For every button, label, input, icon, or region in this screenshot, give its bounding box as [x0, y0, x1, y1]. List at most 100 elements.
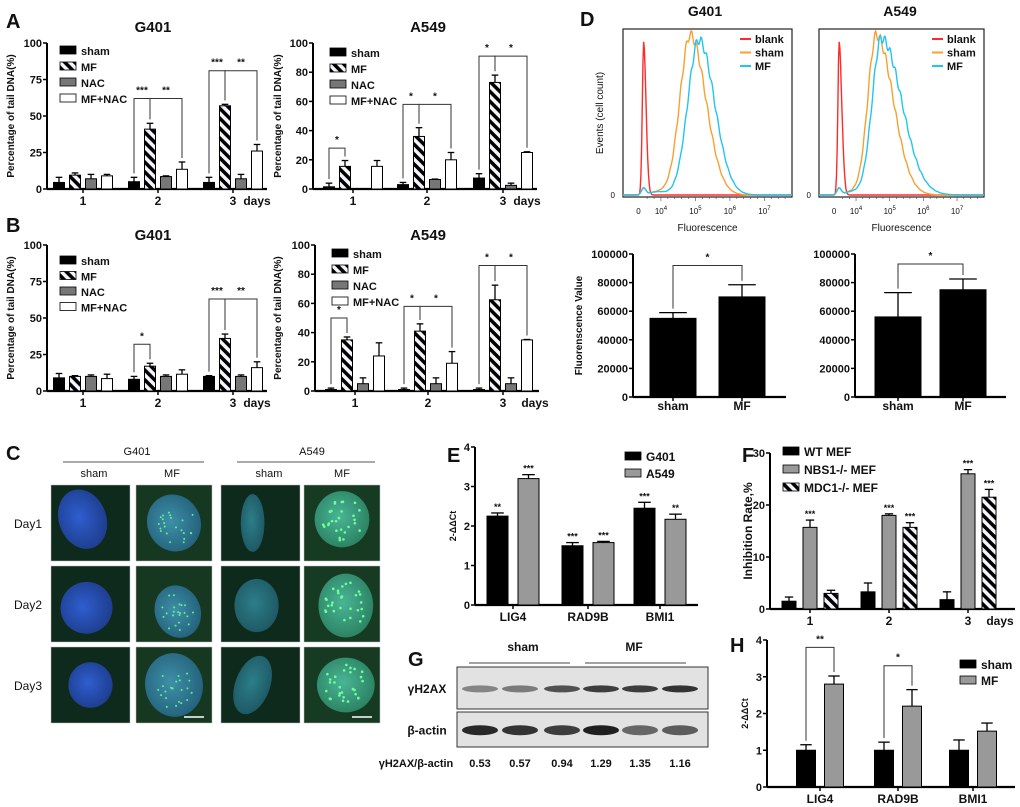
x-tick-label: 0: [832, 207, 837, 216]
protein-band: [544, 685, 580, 693]
foci-dot: [167, 627, 170, 630]
bar-sham: [323, 186, 335, 190]
foci-dot: [324, 609, 327, 612]
nucleus: [58, 489, 108, 549]
foci-dot: [186, 672, 189, 675]
significance-label: *: [335, 135, 339, 146]
foci-dot: [361, 679, 364, 683]
micrograph-a549-sham-day1: [220, 484, 301, 562]
foci-dot: [163, 522, 166, 525]
significance-label: ***: [211, 286, 223, 297]
x-tick-label: 1: [80, 396, 87, 410]
foci-dot: [157, 522, 160, 525]
legend-swatch: [59, 302, 77, 311]
bar-nbs1-mef: [881, 514, 897, 610]
legend-label: G401: [646, 450, 676, 464]
foci-dot: [321, 523, 325, 526]
foci-dot: [169, 514, 172, 517]
x-tick-label: 106: [917, 206, 930, 216]
foci-dot: [353, 521, 357, 525]
micrograph-g401-sham-day2: [50, 565, 131, 643]
x-tick-label: 3: [230, 396, 237, 410]
bar-mf-nac: [446, 362, 458, 392]
bar-mf: [489, 299, 501, 392]
legend-swatch: [59, 286, 77, 296]
foci-dot: [165, 612, 168, 615]
foci-dot: [339, 528, 343, 531]
y-tick-label: 4: [756, 635, 763, 647]
legend-label: sham: [981, 658, 1012, 672]
legend-label: sham: [81, 46, 110, 58]
foci-dot: [180, 702, 183, 705]
foci-dot: [161, 685, 164, 688]
bar-mf-nac: [521, 152, 533, 190]
foci-dot: [331, 601, 334, 605]
significance-label: *: [706, 252, 710, 263]
significance-bracket: [133, 343, 151, 373]
significance-label: **: [672, 503, 680, 513]
nucleus: [68, 662, 113, 708]
significance-label: *: [410, 293, 414, 304]
panel-label-H: H: [730, 635, 744, 657]
bar-nac: [430, 383, 442, 392]
y-tick-label: 100: [24, 38, 42, 50]
foci-dot: [180, 689, 183, 692]
legend-label: WT MEF: [804, 445, 851, 459]
panel-label-A: A: [6, 11, 20, 33]
day-label: Day3: [14, 679, 42, 693]
bar-mf-nac: [176, 168, 188, 190]
foci-dot: [340, 691, 344, 694]
y-tick-label: 100000: [591, 249, 628, 261]
bar-nac: [85, 375, 97, 392]
bar-mdc1-mef: [981, 496, 997, 610]
significance-label: ***: [984, 478, 995, 488]
image-background: [50, 646, 131, 724]
micrograph-panel: G401 A549 sham MF sham MF Day1 Day2 Day3: [14, 446, 381, 724]
protein-band: [544, 725, 580, 736]
panel-label: G: [408, 649, 424, 671]
y-tick-label: 30: [753, 448, 765, 460]
y-tick-label: 2: [756, 709, 762, 721]
foci-dot: [178, 603, 181, 606]
tick-exponent: 5: [892, 206, 896, 212]
x-tick-label: 1: [350, 194, 357, 208]
y-tick-label: 1: [464, 561, 470, 573]
foci-dot: [161, 606, 164, 609]
y-tick-label: 25: [30, 350, 42, 362]
foci-dot: [178, 679, 181, 682]
chart-title: A549: [883, 3, 917, 19]
foci-dot: [340, 500, 344, 504]
significance-bracket: [494, 55, 528, 148]
foci-dot: [187, 623, 190, 626]
x-tick-label: 104: [850, 206, 863, 216]
legend-swatch: [782, 446, 800, 456]
significance-label: *: [433, 91, 437, 102]
foci-dot: [157, 688, 160, 691]
y-tick-label: 0: [622, 392, 628, 404]
panel-label: A: [6, 11, 20, 33]
foci-dot: [191, 513, 194, 516]
foci-dot: [159, 516, 162, 519]
y-tick-label: 50: [30, 111, 42, 123]
x-tick-label: 2: [424, 194, 431, 208]
foci-dot: [349, 607, 352, 610]
foci-dot: [172, 594, 175, 597]
foci-dot: [344, 582, 348, 586]
legend-label: sham: [351, 48, 380, 60]
y-tick-label: 20: [753, 500, 765, 512]
legend-label: sham: [947, 48, 976, 60]
x-axis-label: days: [513, 194, 541, 208]
bar-sham: [325, 389, 337, 392]
nucleus: [145, 653, 203, 717]
y-tick-label: 100: [24, 240, 42, 252]
foci-dot: [161, 675, 164, 678]
significance-bracket: [897, 263, 964, 289]
y-axis-label: Percentage of tail DNA(%): [273, 256, 284, 379]
y-tick-label: 0: [756, 782, 762, 794]
cell-line-header: G401: [124, 446, 151, 458]
micrograph-g401-sham-day1: [50, 484, 131, 562]
foci-dot: [186, 615, 189, 618]
